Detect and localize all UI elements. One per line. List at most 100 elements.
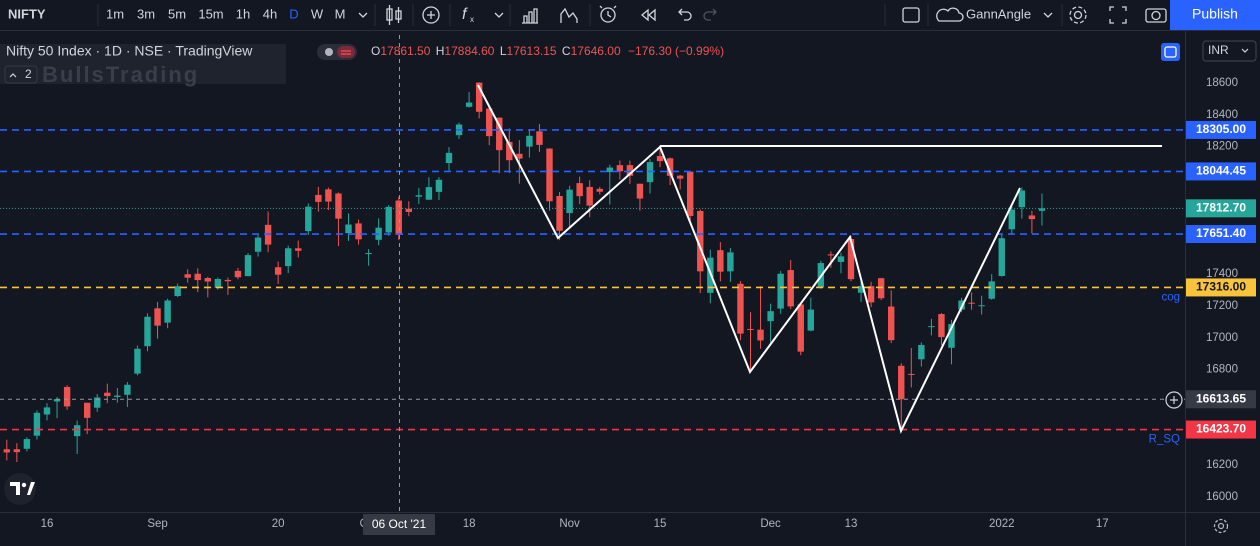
layout-button[interactable]: [902, 7, 920, 23]
zigzag-drawing[interactable]: [477, 84, 1021, 434]
x-tick-label: Dec: [760, 518, 781, 530]
candle-body: [405, 208, 412, 212]
interval[interactable]: W: [311, 6, 324, 21]
candle-body: [204, 278, 211, 282]
publish-label[interactable]: Publish: [1192, 6, 1238, 22]
compare-button[interactable]: [422, 6, 440, 24]
undo-button[interactable]: [678, 8, 692, 21]
watermark: BullsTrading: [42, 62, 199, 87]
tradingview-logo: [4, 473, 36, 505]
sync-button[interactable]: [1161, 43, 1180, 61]
currency-dropdown[interactable]: [1241, 48, 1249, 53]
interval-dropdown[interactable]: [358, 12, 368, 18]
settings-corner[interactable]: [1213, 518, 1229, 534]
candle-body: [938, 314, 945, 338]
interval[interactable]: D: [289, 6, 298, 21]
candle-body: [717, 250, 724, 272]
close-label: C: [562, 44, 571, 58]
candle-body: [576, 183, 583, 197]
interval[interactable]: 1h: [236, 6, 250, 21]
interval[interactable]: 3m: [137, 6, 155, 21]
price-tag: [1186, 420, 1256, 439]
candle-body: [335, 193, 342, 219]
cloud-icon[interactable]: [936, 7, 964, 22]
fullscreen-button[interactable]: [1109, 6, 1127, 24]
interval[interactable]: 1m: [106, 6, 124, 21]
legend-background: [0, 44, 286, 84]
templates-button[interactable]: [560, 7, 578, 23]
candle-body: [295, 248, 302, 251]
indicators-count: 2: [25, 67, 32, 81]
visibility-toggle[interactable]: [317, 44, 357, 60]
price-tag-label: 16423.70: [1196, 422, 1246, 436]
x-tick-label: 20: [272, 518, 285, 530]
candle-body: [506, 141, 513, 161]
candle-body: [1038, 208, 1046, 211]
candle-body: [465, 102, 473, 107]
y-tick-label: 18400: [1206, 109, 1238, 121]
high-label: H: [436, 44, 445, 58]
candle-body: [586, 186, 593, 206]
price-tag: [1186, 278, 1256, 297]
candle-body: [958, 300, 965, 310]
plot-area: [0, 82, 1185, 462]
candle-body: [486, 108, 493, 137]
x-tick-label: Nov: [559, 518, 580, 530]
crosshair-date-box: [363, 514, 435, 535]
candle-body: [214, 278, 222, 288]
candle-body: [3, 449, 10, 453]
candle-body: [948, 324, 955, 348]
candle-body: [184, 274, 191, 278]
candle-body: [1018, 190, 1026, 208]
alert-button[interactable]: [599, 5, 617, 23]
redo-button[interactable]: [703, 8, 717, 21]
close-value: 17646.00: [571, 44, 621, 58]
financials-button[interactable]: [522, 8, 538, 24]
settings-button[interactable]: [1069, 6, 1087, 24]
candle-body: [154, 308, 161, 326]
price-tag: [1186, 199, 1256, 218]
template-dropdown[interactable]: [1043, 12, 1053, 18]
candle-body: [43, 407, 51, 415]
add-alert-button[interactable]: [1165, 391, 1183, 409]
price-line-name: cog: [1161, 291, 1180, 303]
candle-body: [767, 311, 774, 322]
y-tick-label: 16800: [1206, 364, 1238, 376]
x-tick-label: 16: [41, 518, 54, 530]
interval[interactable]: M: [335, 6, 346, 21]
chart-type-button[interactable]: [386, 5, 402, 25]
interval[interactable]: 5m: [168, 6, 186, 21]
crosshair-date: 06 Oct '21: [372, 517, 427, 531]
candle-body: [807, 309, 814, 331]
price-tag: [1186, 225, 1256, 244]
drawing-template[interactable]: GannAngle: [966, 6, 1031, 21]
y-tick-label: 17000: [1206, 332, 1238, 344]
y-tick-label: 17200: [1206, 300, 1238, 312]
symbol[interactable]: NIFTY: [8, 6, 46, 21]
candle-body: [666, 158, 674, 176]
candle-body: [797, 304, 804, 352]
currency[interactable]: INR: [1208, 43, 1229, 57]
interval[interactable]: 15m: [198, 6, 223, 21]
candle-body: [445, 152, 453, 164]
candle-body: [676, 175, 684, 179]
publish-button[interactable]: [1170, 0, 1260, 30]
x-tick-label: Sep: [147, 518, 167, 530]
candle-body: [496, 117, 503, 151]
candle-body: [847, 239, 855, 280]
candle-body: [305, 206, 312, 232]
indicators-collapse[interactable]: 2: [4, 65, 38, 84]
currency-box[interactable]: [1202, 40, 1257, 62]
price-tag: [1186, 120, 1256, 139]
candle-body: [727, 252, 734, 272]
screenshot-button[interactable]: [1145, 8, 1167, 23]
candle-body: [556, 196, 563, 231]
candle-body: [1028, 215, 1036, 220]
candle-body: [254, 237, 262, 252]
interval[interactable]: 4h: [263, 6, 277, 21]
candle-body: [415, 195, 423, 197]
candle-body: [908, 373, 915, 375]
y-tick-label: 17400: [1206, 268, 1238, 280]
replay-button[interactable]: [640, 8, 656, 22]
